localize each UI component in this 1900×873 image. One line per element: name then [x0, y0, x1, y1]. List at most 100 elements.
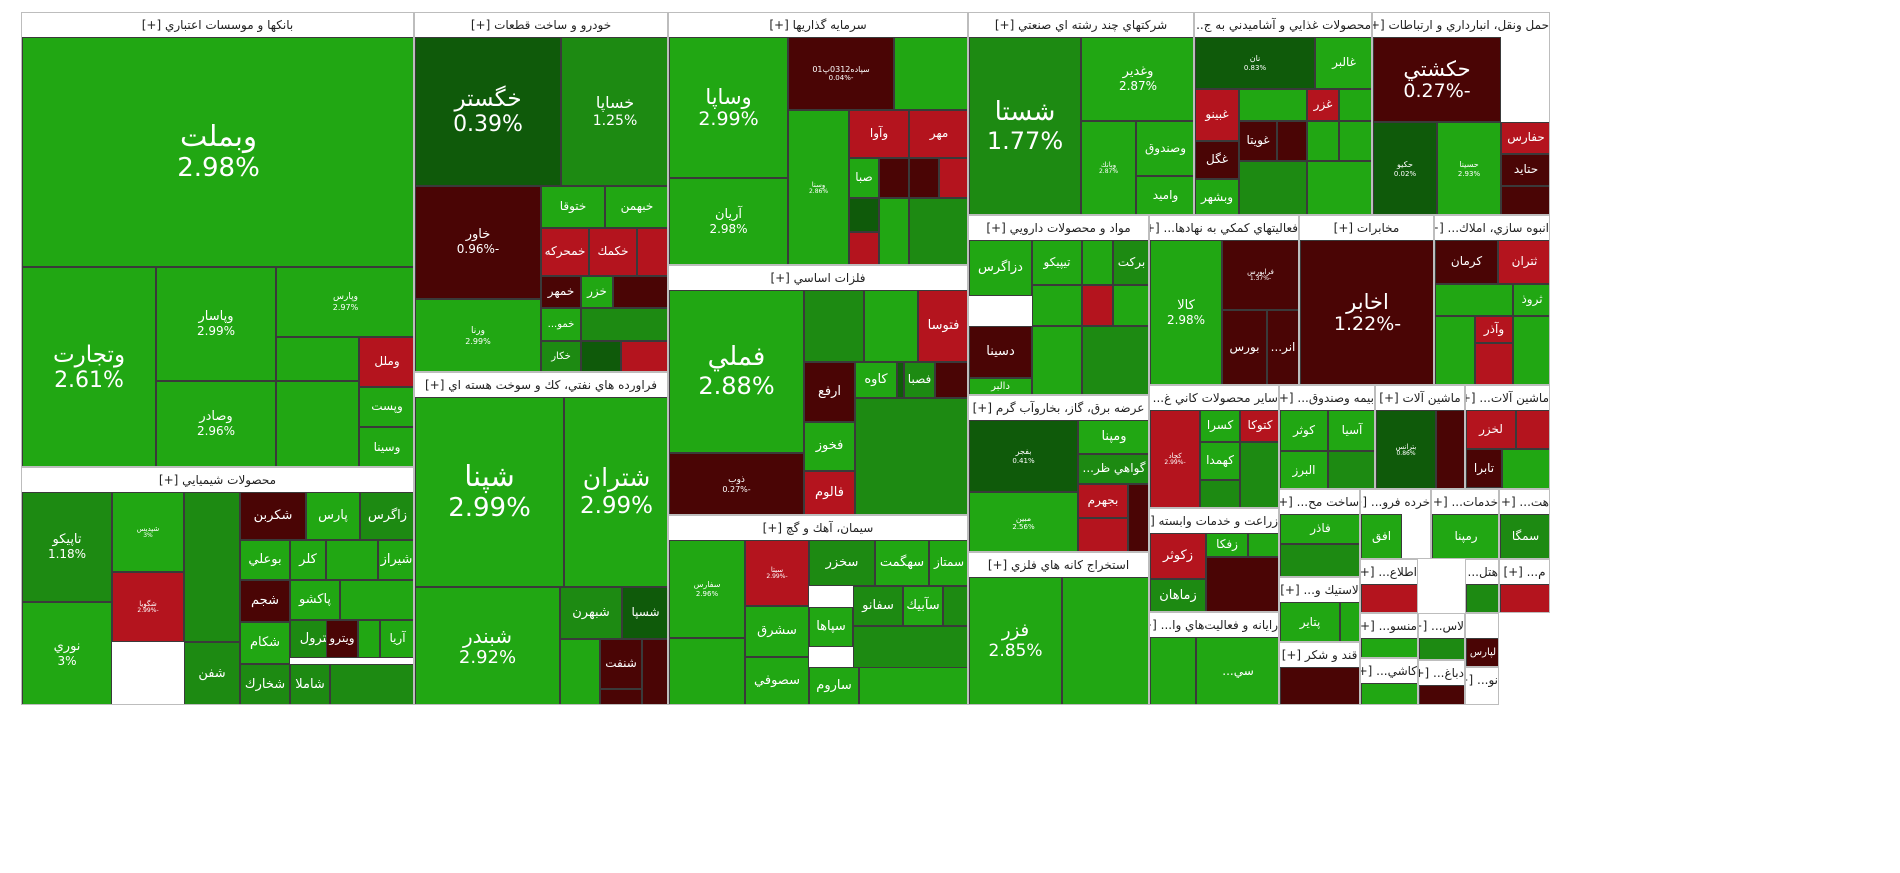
sector-title[interactable]: خرده فرو... [+]	[1361, 490, 1430, 514]
stock-tile[interactable]: خكمك	[589, 228, 637, 276]
small-stock-tile[interactable]	[935, 362, 967, 398]
stock-tile[interactable]: ومپنا	[1078, 420, 1148, 454]
stock-tile[interactable]: ويترو	[326, 620, 358, 658]
stock-tile[interactable]: شاملا	[290, 664, 330, 704]
stock-tile[interactable]: كوثر	[1280, 410, 1328, 451]
stock-tile[interactable]: مهر	[909, 110, 967, 158]
stock-tile[interactable]: فخوز	[804, 422, 855, 471]
small-stock-tile[interactable]	[859, 667, 967, 704]
stock-tile[interactable]: سشرق	[745, 606, 809, 657]
small-stock-tile[interactable]	[1248, 533, 1278, 557]
sector-title[interactable]: منسو... [+]	[1361, 614, 1417, 638]
sector-title[interactable]: نو... [+]	[1466, 668, 1498, 692]
stock-tile[interactable]: كلر	[290, 540, 326, 580]
stock-tile[interactable]: وپاسار 2.99%	[156, 267, 276, 381]
sector-title[interactable]: كاشي... [+]	[1361, 659, 1417, 683]
stock-tile[interactable]: سمگا	[1500, 514, 1549, 558]
stock-tile[interactable]: پارس	[306, 492, 360, 540]
stock-tile[interactable]: وصندوق	[1136, 121, 1193, 176]
small-stock-tile[interactable]	[1113, 285, 1148, 326]
small-stock-tile[interactable]	[1239, 89, 1307, 121]
stock-tile[interactable]: بفجر 0.41%	[969, 420, 1078, 492]
small-stock-tile[interactable]	[1128, 484, 1148, 551]
small-stock-tile[interactable]	[1280, 544, 1359, 576]
small-stock-tile[interactable]	[1339, 89, 1371, 121]
stock-tile[interactable]: خبهمن	[605, 186, 667, 228]
stock-tile[interactable]: آريان 2.98%	[669, 178, 788, 264]
stock-tile[interactable]: خمحركه	[541, 228, 589, 276]
sector-title[interactable]: استخراج كانه هاي فلزي [+]	[969, 553, 1148, 577]
stock-tile[interactable]: وملل	[359, 337, 413, 387]
stock-tile[interactable]: وسنا 2.86%	[788, 110, 849, 264]
sector-box[interactable]: دباغ... [+]	[1418, 660, 1465, 705]
sector-title[interactable]: رايانه و فعاليت‌هاي وا... [+]	[1150, 613, 1278, 637]
stock-tile[interactable]: حكيو 0.02%	[1373, 122, 1437, 214]
stock-tile[interactable]: ارفع	[804, 362, 855, 422]
sector-box[interactable]: رايانه و فعاليت‌هاي وا... [+] سي...	[1149, 612, 1279, 705]
small-stock-tile[interactable]	[1240, 442, 1278, 507]
stock-tile[interactable]: انر...	[1267, 310, 1298, 384]
small-stock-tile[interactable]	[276, 337, 359, 381]
stock-tile[interactable]: اخابر -1.22%	[1300, 240, 1433, 384]
small-stock-tile[interactable]	[1466, 584, 1498, 612]
small-stock-tile[interactable]	[1206, 557, 1278, 611]
sector-box[interactable]: فلزات اساسي [+] فملي 2.88% ذوب -0.27% فتوسا ار…	[668, 265, 968, 515]
small-stock-tile[interactable]	[1513, 316, 1549, 384]
sector-box[interactable]: لپارس	[1465, 613, 1499, 667]
stock-tile[interactable]: وبملت 2.98%	[22, 37, 413, 267]
sector-title[interactable]: محصولات شيميايي [+]	[22, 468, 413, 492]
stock-tile[interactable]: لخزر	[1466, 410, 1516, 449]
stock-tile[interactable]: حكشتي -0.27%	[1373, 37, 1501, 122]
stock-tile[interactable]: آريا	[380, 620, 413, 658]
stock-tile[interactable]: شيراز	[378, 540, 413, 580]
stock-tile[interactable]: سمتاز	[929, 540, 967, 586]
stock-tile[interactable]: دسينا	[969, 326, 1032, 378]
stock-tile[interactable]: سي...	[1196, 637, 1278, 704]
sector-box[interactable]: ماشين آلات [+] بترانس 0.86%	[1375, 385, 1465, 489]
stock-tile[interactable]: تاپيكو 1.18%	[22, 492, 112, 602]
stock-tile[interactable]: زكوثر	[1150, 533, 1206, 579]
stock-tile[interactable]: وتجارت 2.61%	[22, 267, 156, 466]
small-stock-tile[interactable]	[1339, 121, 1371, 161]
small-stock-tile[interactable]	[1328, 451, 1374, 488]
stock-tile[interactable]: فرابورس -1.37%	[1222, 240, 1298, 310]
stock-tile[interactable]: غويتا	[1239, 121, 1277, 161]
stock-tile[interactable]: پتاير	[1280, 602, 1340, 641]
small-stock-tile[interactable]	[1475, 343, 1513, 384]
small-stock-tile[interactable]	[864, 290, 918, 362]
sector-box[interactable]: سيمان، آهك و گچ [+] سفارس 2.96% سيتا -2.99% س…	[668, 515, 968, 705]
stock-tile[interactable]: خساپا 1.25%	[561, 37, 667, 186]
stock-tile[interactable]: بترانس 0.86%	[1376, 410, 1436, 488]
sector-title[interactable]: ساخت مح... [+]	[1280, 490, 1359, 514]
sector-box[interactable]: خرده فرو... [+] افق	[1360, 489, 1431, 559]
stock-tile[interactable]: وآوا	[849, 110, 909, 158]
stock-tile[interactable]: شكربن	[240, 492, 306, 540]
stock-tile[interactable]: ختوقا	[541, 186, 605, 228]
small-stock-tile[interactable]	[1500, 584, 1549, 612]
sector-box[interactable]: محصولات غذايي و آشاميدني به ج... [+]نان0…	[1194, 12, 1372, 215]
small-stock-tile[interactable]	[637, 228, 667, 276]
stock-tile[interactable]: رمپنا	[1432, 514, 1498, 558]
stock-tile[interactable]: شنفت	[600, 639, 642, 689]
stock-tile[interactable]: فاذر	[1280, 514, 1359, 544]
sector-title[interactable]: هتل... [+]	[1466, 560, 1498, 584]
stock-tile[interactable]: زفكا	[1206, 533, 1248, 557]
stock-tile[interactable]: افق	[1361, 514, 1402, 558]
stock-tile[interactable]: فالوم	[804, 471, 855, 514]
sector-title[interactable]: خدمات... [+]	[1432, 490, 1498, 514]
small-stock-tile[interactable]	[581, 308, 667, 341]
stock-tile[interactable]: وغدير 2.87%	[1081, 37, 1193, 121]
stock-tile[interactable]: وبشهر	[1195, 179, 1239, 214]
small-stock-tile[interactable]	[1419, 638, 1464, 659]
stock-tile[interactable]: سيتا -2.99%	[745, 540, 809, 606]
sector-box[interactable]: انبوه سازي، املاك... [+] كرمان ثتران ثروذ وآ…	[1434, 215, 1550, 385]
small-stock-tile[interactable]	[600, 689, 642, 704]
stock-tile[interactable]: فتوسا	[918, 290, 967, 362]
stock-tile[interactable]: ذوب -0.27%	[669, 453, 804, 514]
stock-tile[interactable]: فملي 2.88%	[669, 290, 804, 453]
sector-box[interactable]: ماشين آلات... [+]لخزرتابرالسرما	[1465, 385, 1550, 489]
stock-tile[interactable]: شجم	[240, 580, 290, 622]
sector-title[interactable]: فلزات اساسي [+]	[669, 266, 967, 290]
stock-tile[interactable]: بركت	[1113, 240, 1148, 285]
small-stock-tile[interactable]	[669, 638, 745, 704]
